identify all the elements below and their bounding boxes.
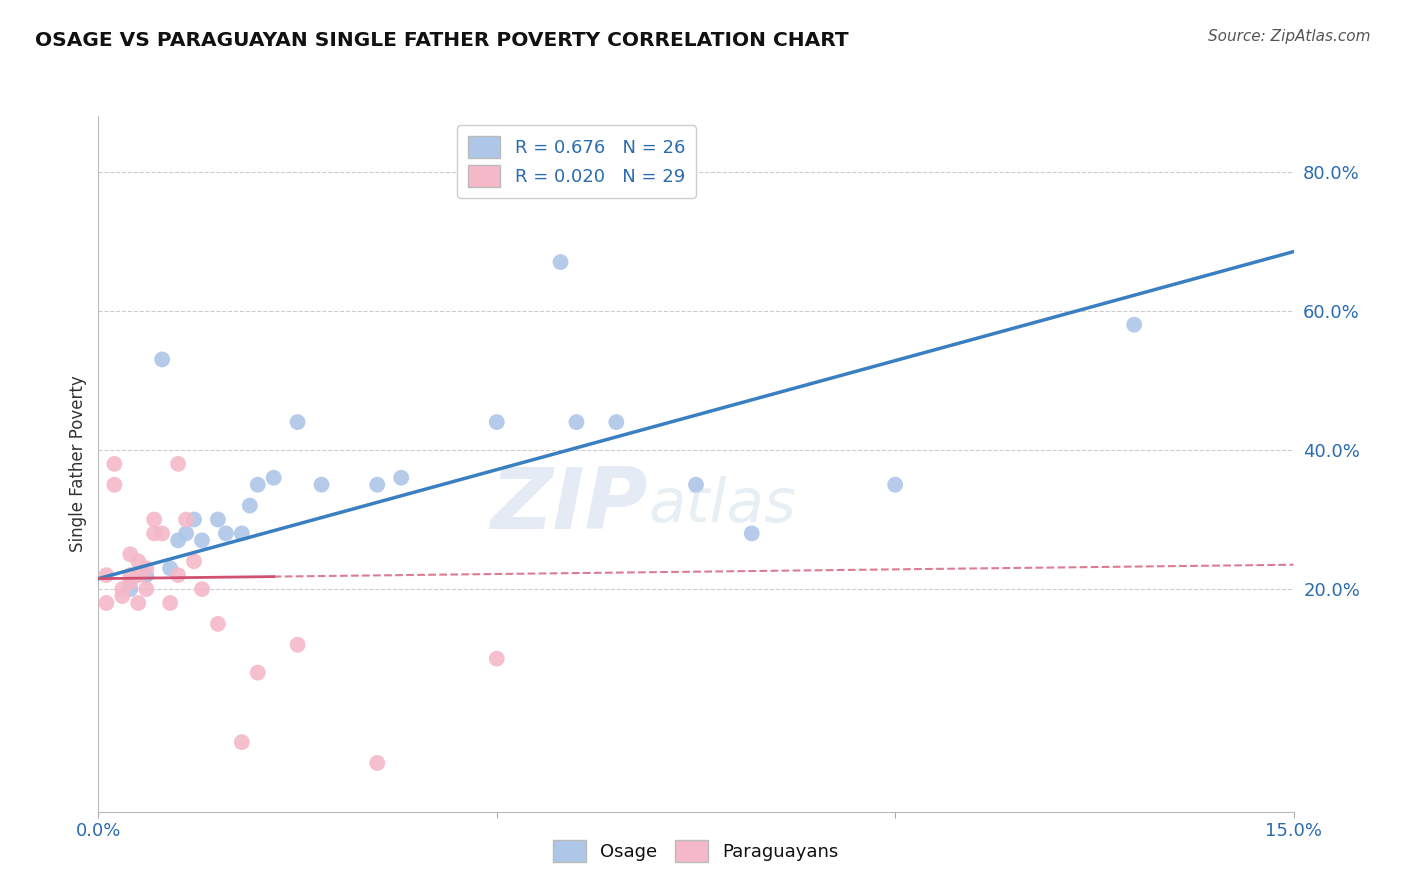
Text: atlas: atlas	[648, 476, 796, 535]
Text: Source: ZipAtlas.com: Source: ZipAtlas.com	[1208, 29, 1371, 44]
Point	[287, 415, 309, 429]
Point	[167, 568, 190, 582]
Point	[127, 568, 149, 582]
Point	[135, 568, 157, 582]
Point	[389, 471, 412, 485]
Point	[231, 526, 253, 541]
Point	[366, 756, 388, 770]
Point	[174, 526, 197, 541]
Point	[263, 471, 285, 485]
Point	[135, 582, 157, 596]
Point	[96, 596, 118, 610]
Point	[239, 499, 262, 513]
Text: ZIP: ZIP	[491, 464, 648, 547]
Point	[135, 561, 157, 575]
Point	[246, 477, 269, 491]
Point	[605, 415, 627, 429]
Point	[127, 596, 149, 610]
Point	[741, 526, 763, 541]
Point	[550, 255, 572, 269]
Point	[183, 554, 205, 568]
Point	[485, 651, 508, 665]
Point	[183, 512, 205, 526]
Point	[191, 582, 214, 596]
Point	[246, 665, 269, 680]
Point	[485, 415, 508, 429]
Point	[167, 533, 190, 548]
Point	[103, 457, 125, 471]
Text: OSAGE VS PARAGUAYAN SINGLE FATHER POVERTY CORRELATION CHART: OSAGE VS PARAGUAYAN SINGLE FATHER POVERT…	[35, 31, 849, 50]
Point	[207, 616, 229, 631]
Point	[311, 477, 333, 491]
Y-axis label: Single Father Poverty: Single Father Poverty	[69, 376, 87, 552]
Point	[366, 477, 388, 491]
Point	[120, 547, 142, 561]
Point	[565, 415, 588, 429]
Point	[191, 533, 214, 548]
Point	[884, 477, 907, 491]
Point	[231, 735, 253, 749]
Point	[215, 526, 238, 541]
Point	[150, 352, 173, 367]
Point	[120, 582, 142, 596]
Point	[167, 457, 190, 471]
Point	[96, 568, 118, 582]
Point	[287, 638, 309, 652]
Point	[111, 589, 134, 603]
Point	[120, 568, 142, 582]
Point	[111, 582, 134, 596]
Point	[127, 554, 149, 568]
Point	[159, 561, 181, 575]
Point	[120, 575, 142, 590]
Point	[150, 526, 173, 541]
Point	[159, 596, 181, 610]
Point	[143, 526, 166, 541]
Point	[174, 512, 197, 526]
Legend: Osage, Paraguayans: Osage, Paraguayans	[546, 832, 846, 869]
Point	[1123, 318, 1146, 332]
Point	[103, 477, 125, 491]
Point	[207, 512, 229, 526]
Point	[143, 512, 166, 526]
Point	[685, 477, 707, 491]
